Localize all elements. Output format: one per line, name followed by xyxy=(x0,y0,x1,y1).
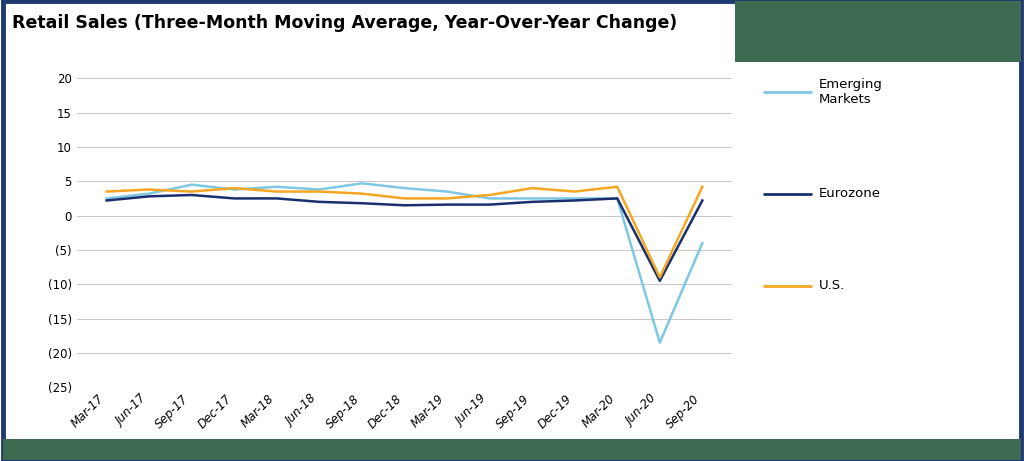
Text: Emerging
Markets: Emerging Markets xyxy=(819,78,883,106)
Text: Eurozone: Eurozone xyxy=(819,187,882,200)
Text: U.S.: U.S. xyxy=(819,279,846,292)
Text: Retail Sales (Three-Month Moving Average, Year-Over-Year Change): Retail Sales (Three-Month Moving Average… xyxy=(12,14,678,32)
